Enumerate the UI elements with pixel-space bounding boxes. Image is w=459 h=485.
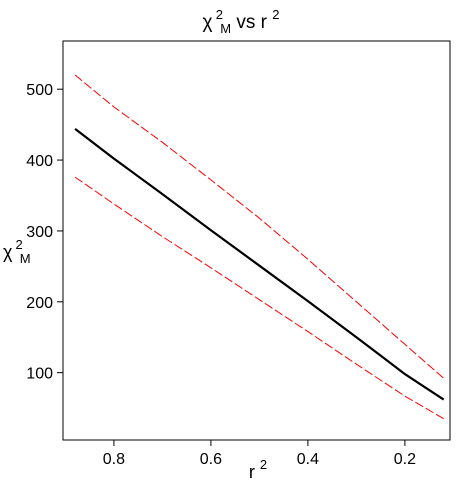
x-tick-label: 0.6 bbox=[200, 451, 222, 468]
y-axis-title: χ 2 M bbox=[3, 233, 31, 266]
x-axis-title: r 2 bbox=[249, 457, 267, 482]
title-subscript: M bbox=[220, 21, 231, 36]
title-symbol: χ bbox=[202, 12, 212, 33]
x-tick-label: 0.4 bbox=[297, 451, 319, 468]
y-tick-label: 400 bbox=[26, 153, 53, 170]
chart-title: χ 2 M vs r 2 bbox=[202, 3, 279, 38]
plot-frame bbox=[62, 40, 451, 441]
series-line-main bbox=[74, 128, 445, 401]
y-tick-label: 300 bbox=[26, 224, 53, 241]
title-rest: vs r bbox=[236, 12, 267, 33]
series-layer bbox=[74, 74, 445, 420]
x-axis-title-base: r bbox=[249, 462, 255, 482]
y-tick-label: 200 bbox=[26, 295, 53, 312]
x-axis-title-superscript: 2 bbox=[260, 457, 267, 472]
x-tick-label: 0.2 bbox=[394, 451, 416, 468]
series-line-bound-1 bbox=[74, 74, 445, 379]
title-rest-superscript: 2 bbox=[272, 7, 279, 22]
x-tick-label: 0.8 bbox=[103, 451, 125, 468]
title-superscript: 2 bbox=[216, 7, 223, 22]
y-tick-label: 500 bbox=[26, 82, 53, 99]
x-axis: 0.8 0.6 0.4 0.2 bbox=[103, 440, 416, 468]
y-axis-title-subscript: M bbox=[20, 251, 31, 266]
y-axis-title-superscript: 2 bbox=[15, 237, 22, 252]
y-tick-label: 100 bbox=[26, 366, 53, 383]
y-axis: 100 200 300 400 500 bbox=[26, 82, 63, 383]
y-axis-title-symbol: χ bbox=[3, 242, 13, 262]
series-line-bound-2 bbox=[74, 176, 444, 420]
